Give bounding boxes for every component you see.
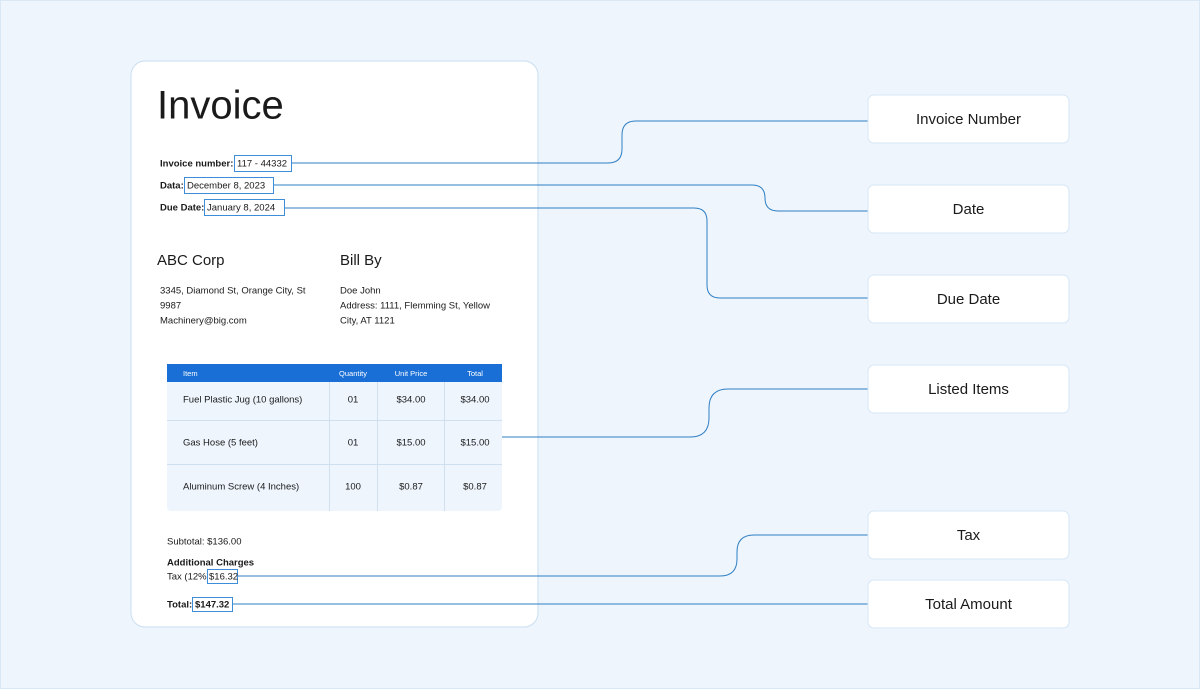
callout-box [867,184,1070,234]
value-box [207,569,238,584]
value-box [234,155,292,172]
connector [291,120,868,164]
field-value: December 8, 2023 [187,181,265,192]
tax-label: Tax (12%): [167,572,212,583]
items-table: Item Quantity Unit Price Total Fuel Plastic … [167,364,502,511]
total-label: Total: [167,600,192,611]
callout-box [867,510,1070,560]
table-header-cell: Unit Price [395,369,428,378]
callout-label: Date [953,201,985,218]
bill-name: Bill By [340,252,382,269]
field-label: Data: [160,181,184,192]
connectors [232,120,868,605]
from-line: 9987 [160,301,181,312]
value-box [192,597,233,612]
field-label: Due Date: [160,203,204,214]
table-header-cell: Quantity [339,369,367,378]
bill-line: City, AT 1121 [340,316,395,327]
table-cell: $0.87 [463,482,487,493]
table-header-cell: Item [183,369,198,378]
table-cell: Aluminum Screw (4 Inches) [183,482,299,493]
fields: Invoice number: 117 - 44332 Data: Decemb… [160,155,292,216]
field-value: 117 - 44332 [237,159,287,170]
table-cell: $0.87 [399,482,423,493]
additional-charges: Additional Charges [167,558,254,569]
callout-box [867,579,1070,629]
table-cell: $15.00 [396,438,425,449]
callout-box [867,364,1070,414]
subtotal: Subtotal: $136.00 [167,537,241,548]
table-cell: 100 [345,482,361,493]
field-value: January 8, 2024 [207,203,275,214]
invoice-title: Invoice [157,84,284,128]
connector [273,184,868,212]
callout-label: Due Date [937,291,1000,308]
connector [502,388,868,438]
callout-box [867,274,1070,324]
table-header-cell: Total [467,369,483,378]
callouts: Invoice Number Date Due Date Listed Items Ta… [867,94,1070,629]
field-label: Invoice number: [160,159,233,170]
total-value: $147.32 [195,600,229,611]
from-line: 3345, Diamond St, Orange City, St [160,286,306,297]
from-line: Machinery@big.com [160,316,247,327]
tax-value: $16.32 [209,572,238,583]
bill-line: Address: 1111, Flemming St, Yellow [340,301,490,312]
table-cell: 01 [348,438,359,449]
callout-label: Invoice Number [916,111,1021,128]
value-box [184,177,274,194]
connector [284,207,868,299]
table-cell: $34.00 [396,395,425,406]
table-cell: 01 [348,395,359,406]
callout-label: Listed Items [928,381,1009,398]
connector [237,534,868,577]
bill-line: Doe John [340,286,381,297]
callout-label: Total Amount [925,596,1013,613]
value-box [204,199,285,216]
table-cell: $34.00 [460,395,489,406]
table-cell: Fuel Plastic Jug (10 gallons) [183,395,302,406]
from-name: ABC Corp [157,252,225,269]
callout-label: Tax [957,527,981,544]
callout-box [867,94,1070,144]
table-cell: Gas Hose (5 feet) [183,438,258,449]
table-body [167,364,502,511]
table-header [167,364,502,382]
table-cell: $15.00 [460,438,489,449]
